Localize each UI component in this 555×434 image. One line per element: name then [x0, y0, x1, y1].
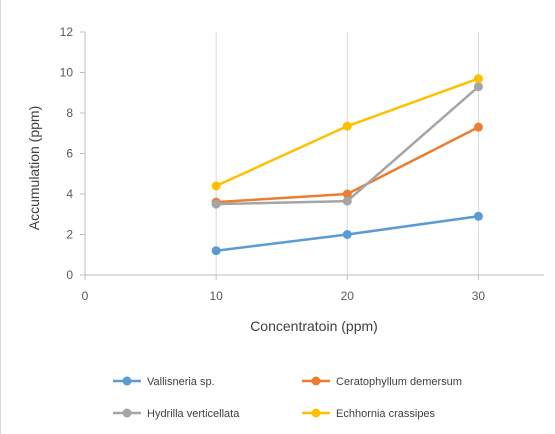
series-1-point — [342, 230, 352, 239]
y-tick-label: 10 — [60, 66, 74, 80]
series-3-point — [342, 196, 352, 206]
legend-label: Echhornia crassipes — [336, 408, 436, 420]
legend-item-3: Hydrilla verticellata — [113, 408, 240, 420]
y-tick-label: 4 — [66, 187, 73, 201]
legend-swatch-marker — [122, 408, 132, 418]
legend-label: Vallisneria sp. — [147, 376, 215, 388]
series-3-point — [473, 82, 483, 92]
legend-swatch-marker — [122, 376, 132, 386]
legend-label: Hydrilla verticellata — [147, 408, 240, 420]
x-tick-label: 30 — [472, 289, 486, 303]
data-points — [211, 74, 483, 256]
x-tick-label: 10 — [209, 289, 223, 303]
series-3-point — [211, 199, 221, 209]
series-4-point — [473, 74, 483, 84]
tick-labels: 0 2 4 6 8 10 12 0 10 20 30 — [60, 25, 486, 303]
series-1-point — [473, 211, 483, 221]
series-4-point — [342, 121, 352, 131]
series-4-point — [211, 181, 221, 191]
x-axis-title: Concentratoin (ppm) — [250, 318, 378, 334]
legend: Vallisneria sp. Ceratophyllum demersum Hyd… — [113, 376, 462, 420]
x-tick-label: 20 — [341, 289, 355, 303]
y-tick-label: 6 — [66, 147, 73, 161]
y-tick-label: 0 — [66, 268, 73, 282]
series-2-point — [342, 189, 352, 199]
y-tick-label: 8 — [66, 106, 73, 120]
y-axis-title: Accumulation (ppm) — [26, 106, 42, 231]
axes — [80, 31, 544, 280]
legend-item-2: Ceratophyllum demersum — [302, 376, 462, 388]
legend-swatch-marker — [311, 376, 321, 386]
legend-swatch-marker — [311, 408, 321, 418]
y-tick-label: 12 — [60, 25, 74, 39]
legend-label: Ceratophyllum demersum — [336, 376, 462, 388]
y-tick-label: 2 — [66, 228, 73, 242]
x-tick-label: 0 — [82, 289, 89, 303]
legend-item-4: Echhornia crassipes — [302, 408, 436, 420]
legend-item-1: Vallisneria sp. — [113, 376, 215, 388]
series-2-point — [473, 122, 483, 132]
series-1-point — [211, 246, 221, 256]
